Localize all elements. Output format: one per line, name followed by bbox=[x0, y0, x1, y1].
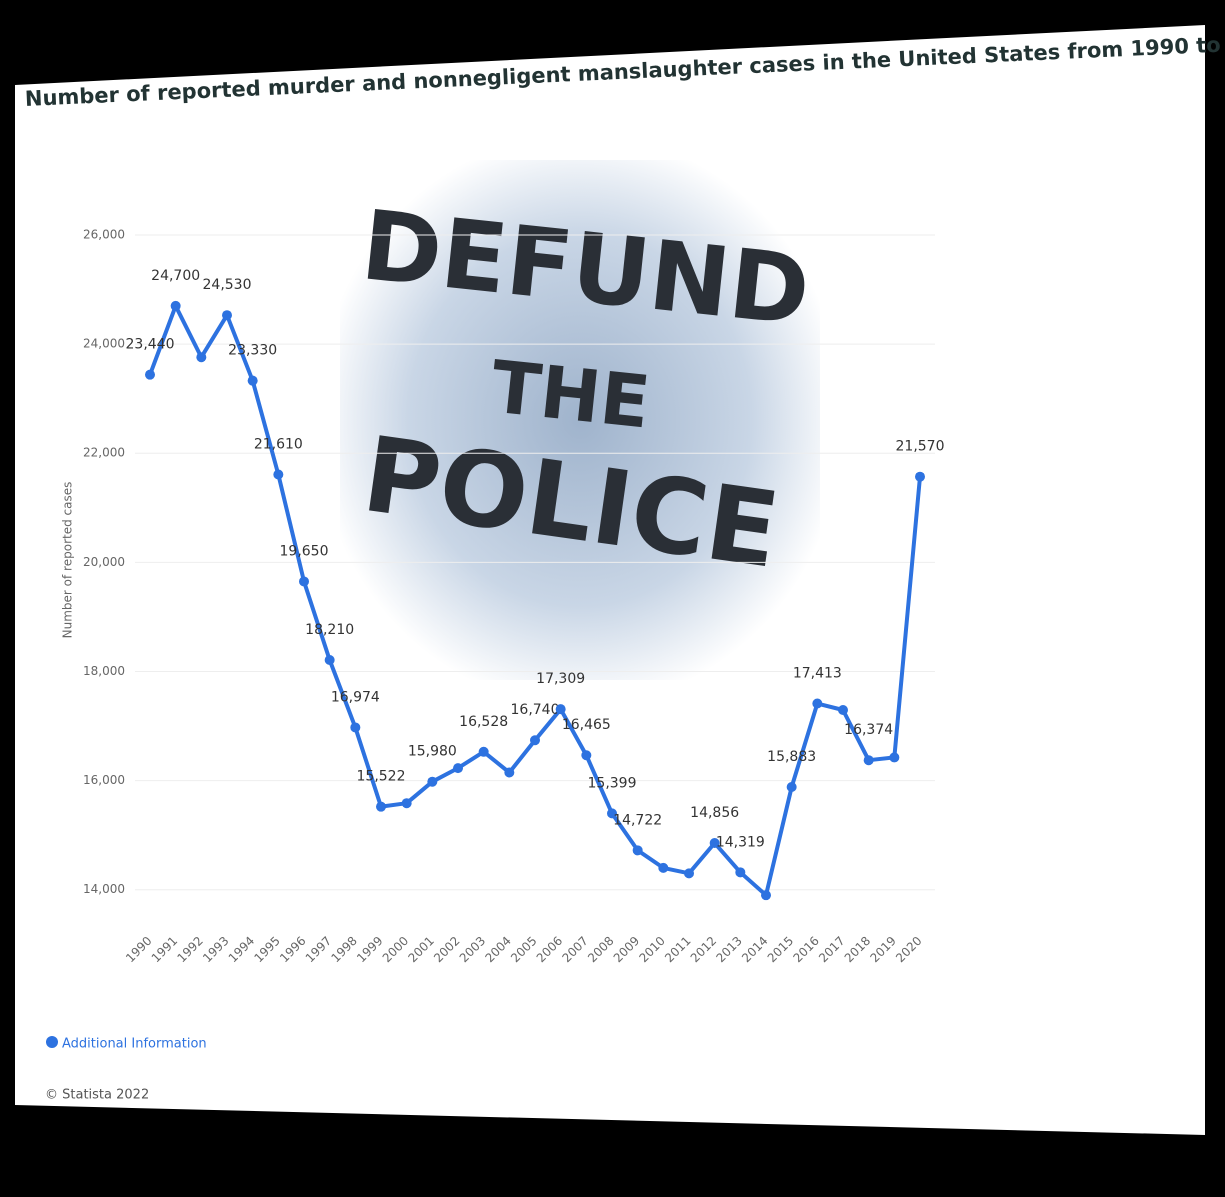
info-icon[interactable] bbox=[46, 1036, 58, 1048]
data-label: 14,319 bbox=[716, 834, 765, 850]
data-label: 16,974 bbox=[331, 689, 380, 705]
point bbox=[478, 746, 489, 757]
y-tick-label: 18,000 bbox=[83, 664, 125, 678]
y-tick-label: 22,000 bbox=[83, 446, 125, 460]
data-label: 14,722 bbox=[613, 812, 662, 828]
data-label: 15,883 bbox=[767, 749, 816, 765]
data-label: 16,740 bbox=[511, 702, 560, 718]
data-label: 24,700 bbox=[151, 268, 200, 284]
point bbox=[555, 704, 566, 715]
y-tick-label: 20,000 bbox=[83, 555, 125, 569]
point bbox=[222, 310, 232, 321]
point bbox=[709, 838, 720, 849]
data-label: 16,465 bbox=[562, 717, 611, 733]
data-label: 23,330 bbox=[228, 343, 277, 359]
point bbox=[453, 763, 463, 774]
point bbox=[324, 655, 335, 666]
point bbox=[684, 868, 694, 879]
point bbox=[838, 704, 848, 715]
y-axis-label: Number of reported cases bbox=[61, 482, 75, 639]
point bbox=[658, 862, 669, 873]
y-tick-label: 26,000 bbox=[83, 228, 125, 242]
point bbox=[786, 781, 797, 792]
data-label: 23,440 bbox=[126, 337, 175, 353]
point bbox=[530, 735, 540, 746]
data-label: 15,399 bbox=[588, 775, 637, 791]
data-label: 18,210 bbox=[305, 622, 354, 638]
point bbox=[504, 767, 515, 778]
point bbox=[735, 867, 746, 878]
source: © Statista 2022 bbox=[45, 1088, 149, 1103]
y-tick-label: 14,000 bbox=[83, 882, 125, 896]
data-label: 24,530 bbox=[203, 277, 252, 293]
point bbox=[581, 750, 592, 761]
point bbox=[145, 369, 155, 380]
data-label: 16,528 bbox=[459, 714, 508, 730]
point bbox=[350, 722, 361, 733]
data-label: 16,374 bbox=[844, 722, 893, 738]
data-label: 15,980 bbox=[408, 744, 457, 760]
point bbox=[170, 300, 181, 311]
y-tick-label: 24,000 bbox=[83, 337, 125, 351]
point bbox=[247, 375, 258, 386]
data-label: 17,413 bbox=[793, 666, 842, 682]
data-label: 15,522 bbox=[357, 769, 406, 785]
point bbox=[607, 808, 617, 819]
point bbox=[299, 576, 309, 587]
additional-info-link[interactable]: Additional Information bbox=[62, 1037, 207, 1052]
y-tick-label: 16,000 bbox=[83, 773, 125, 787]
point bbox=[376, 801, 386, 812]
point bbox=[863, 755, 874, 766]
point bbox=[889, 752, 900, 763]
point bbox=[632, 845, 643, 856]
point bbox=[812, 698, 823, 709]
point bbox=[273, 469, 284, 480]
data-label: 21,570 bbox=[896, 439, 945, 455]
data-label: 19,650 bbox=[280, 543, 329, 559]
data-label: 17,309 bbox=[536, 671, 585, 687]
data-label: 21,610 bbox=[254, 437, 303, 453]
point bbox=[196, 352, 207, 363]
point bbox=[761, 890, 771, 901]
point bbox=[401, 798, 412, 809]
overlay-word: THE bbox=[487, 344, 653, 444]
data-label: 14,856 bbox=[690, 805, 739, 821]
point bbox=[915, 471, 925, 482]
point bbox=[427, 776, 438, 787]
overlay-image bbox=[340, 160, 820, 680]
